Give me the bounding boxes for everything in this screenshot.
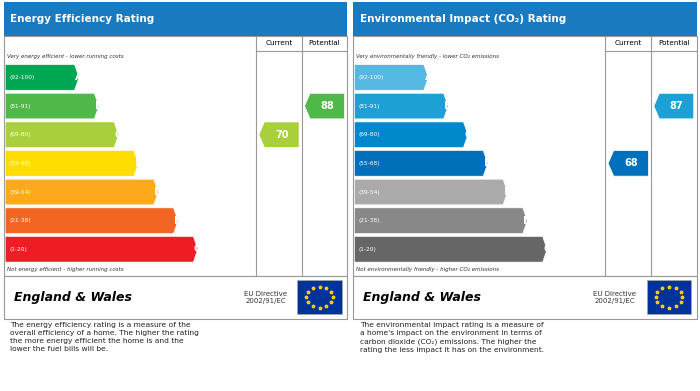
- Text: Very environmentally friendly - lower CO₂ emissions: Very environmentally friendly - lower CO…: [356, 54, 499, 59]
- Text: (55-68): (55-68): [9, 161, 31, 166]
- Text: (1-20): (1-20): [358, 247, 377, 252]
- Text: F: F: [524, 216, 531, 226]
- Text: EU Directive
2002/91/EC: EU Directive 2002/91/EC: [594, 291, 636, 304]
- Text: The environmental impact rating is a measure of
a home's impact on the environme: The environmental impact rating is a mea…: [360, 323, 544, 353]
- Text: G: G: [543, 244, 552, 254]
- Text: (39-54): (39-54): [9, 190, 31, 194]
- Text: E: E: [155, 187, 162, 197]
- Text: (92-100): (92-100): [9, 75, 35, 80]
- Polygon shape: [354, 93, 448, 119]
- Text: 70: 70: [275, 130, 288, 140]
- Text: D: D: [484, 158, 493, 169]
- Text: Very energy efficient - lower running costs: Very energy efficient - lower running co…: [7, 54, 124, 59]
- Text: F: F: [174, 216, 181, 226]
- Polygon shape: [5, 151, 139, 176]
- Polygon shape: [5, 237, 198, 262]
- Bar: [4, 2, 347, 36]
- Text: (81-91): (81-91): [358, 104, 380, 109]
- Polygon shape: [259, 122, 299, 147]
- Text: EU Directive
2002/91/EC: EU Directive 2002/91/EC: [244, 291, 287, 304]
- Text: D: D: [134, 158, 144, 169]
- Bar: [647, 280, 692, 314]
- Text: E: E: [504, 187, 511, 197]
- Bar: [298, 280, 342, 314]
- Text: A: A: [424, 72, 433, 83]
- Text: (21-38): (21-38): [358, 218, 380, 223]
- Text: A: A: [75, 72, 83, 83]
- Polygon shape: [654, 93, 694, 119]
- Text: Energy Efficiency Rating: Energy Efficiency Rating: [10, 14, 155, 24]
- Text: Environmental Impact (CO₂) Rating: Environmental Impact (CO₂) Rating: [360, 14, 566, 24]
- Polygon shape: [5, 65, 79, 90]
- Polygon shape: [354, 237, 547, 262]
- Text: Not energy efficient - higher running costs: Not energy efficient - higher running co…: [7, 267, 124, 272]
- Text: (69-80): (69-80): [9, 132, 31, 137]
- Text: B: B: [95, 101, 103, 111]
- Bar: [353, 36, 696, 276]
- Polygon shape: [354, 151, 488, 176]
- Polygon shape: [5, 93, 99, 119]
- Polygon shape: [354, 179, 508, 205]
- Polygon shape: [5, 179, 158, 205]
- Text: (21-38): (21-38): [9, 218, 31, 223]
- Text: 88: 88: [321, 101, 334, 111]
- Text: (55-68): (55-68): [358, 161, 380, 166]
- Polygon shape: [354, 208, 527, 233]
- Bar: [4, 36, 347, 276]
- Text: Current: Current: [265, 40, 293, 47]
- Polygon shape: [304, 93, 344, 119]
- Text: B: B: [444, 101, 452, 111]
- Bar: [4, 276, 347, 319]
- Bar: [353, 2, 696, 36]
- Bar: [353, 276, 696, 319]
- Text: Potential: Potential: [309, 40, 340, 47]
- Text: (81-91): (81-91): [9, 104, 31, 109]
- Text: Potential: Potential: [658, 40, 690, 47]
- Polygon shape: [354, 65, 428, 90]
- Text: C: C: [115, 130, 122, 140]
- Text: (69-80): (69-80): [358, 132, 380, 137]
- Polygon shape: [608, 151, 648, 176]
- Text: (39-54): (39-54): [358, 190, 380, 194]
- Text: (1-20): (1-20): [9, 247, 27, 252]
- Text: 68: 68: [624, 158, 638, 169]
- Text: England & Wales: England & Wales: [363, 291, 481, 304]
- Polygon shape: [5, 208, 178, 233]
- Text: Not environmentally friendly - higher CO₂ emissions: Not environmentally friendly - higher CO…: [356, 267, 499, 272]
- Text: England & Wales: England & Wales: [14, 291, 132, 304]
- Text: Current: Current: [615, 40, 642, 47]
- Polygon shape: [354, 122, 468, 147]
- Text: (92-100): (92-100): [358, 75, 384, 80]
- Text: G: G: [194, 244, 202, 254]
- Text: C: C: [464, 130, 472, 140]
- Text: 87: 87: [670, 101, 683, 111]
- Text: The energy efficiency rating is a measure of the
overall efficiency of a home. T: The energy efficiency rating is a measur…: [10, 323, 199, 352]
- Polygon shape: [5, 122, 118, 147]
